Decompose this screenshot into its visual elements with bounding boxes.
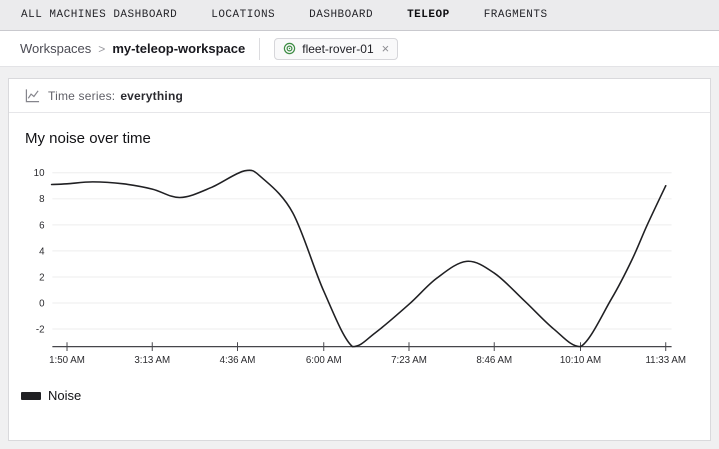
machine-online-rings-icon [284,42,296,55]
tab-teleop[interactable]: TELEOP [407,9,450,21]
tab-all-machines-dashboard[interactable]: ALL MACHINES DASHBOARD [21,9,178,21]
time-series-panel: Time series: everything My noise over ti… [8,78,711,441]
tab-fragments[interactable]: FRAGMENTS [483,9,548,21]
svg-text:7:23 AM: 7:23 AM [391,355,427,366]
svg-text:0: 0 [39,298,45,309]
top-nav: ALL MACHINES DASHBOARD LOCATIONS DASHBOA… [0,0,719,31]
svg-text:1:50 AM: 1:50 AM [49,355,85,366]
noise-chart[interactable]: 10 8 6 4 2 0 -2 1:50 AM 3:13 AM 4:36 AM 6:00 AM 7:2… [25,163,697,368]
breadcrumb: Workspaces > my-teleop-workspace fleet-r… [0,31,719,67]
svg-text:11:33 AM: 11:33 AM [645,355,685,366]
svg-text:2: 2 [39,272,44,283]
breadcrumb-divider [259,37,261,60]
svg-text:3:13 AM: 3:13 AM [134,355,170,366]
breadcrumb-separator: > [98,41,106,56]
chip-close-icon[interactable]: × [381,41,390,56]
svg-text:6:00 AM: 6:00 AM [306,355,342,366]
svg-text:6: 6 [39,220,44,231]
chart-title: My noise over time [25,130,151,147]
panel-header-prefix: Time series: [48,88,116,103]
svg-text:10: 10 [34,168,45,179]
tab-dashboard[interactable]: DASHBOARD [309,9,374,21]
panel-body: My noise over time 10 8 6 4 2 0 -2 1:50 AM 3:13 … [9,113,710,440]
svg-text:-2: -2 [36,324,45,335]
machine-chip-fleet-rover-01[interactable]: fleet-rover-01 × [274,37,399,60]
breadcrumb-workspaces-link[interactable]: Workspaces [20,41,92,56]
breadcrumb-current-workspace: my-teleop-workspace [112,41,246,56]
timeseries-chart-icon [25,89,40,103]
svg-text:4:36 AM: 4:36 AM [220,355,256,366]
panel-header-value: everything [120,88,183,103]
legend-label-noise: Noise [48,388,82,404]
legend-swatch-noise [21,391,41,400]
svg-text:8: 8 [39,194,44,205]
svg-text:4: 4 [39,246,45,257]
machine-chip-label: fleet-rover-01 [302,41,374,56]
tab-locations[interactable]: LOCATIONS [211,9,276,21]
panel-header: Time series: everything [9,79,710,113]
svg-text:8:46 AM: 8:46 AM [476,355,512,366]
svg-text:10:10 AM: 10:10 AM [560,355,601,366]
page-content: Time series: everything My noise over ti… [0,67,719,449]
chart-legend[interactable]: Noise [21,388,694,403]
